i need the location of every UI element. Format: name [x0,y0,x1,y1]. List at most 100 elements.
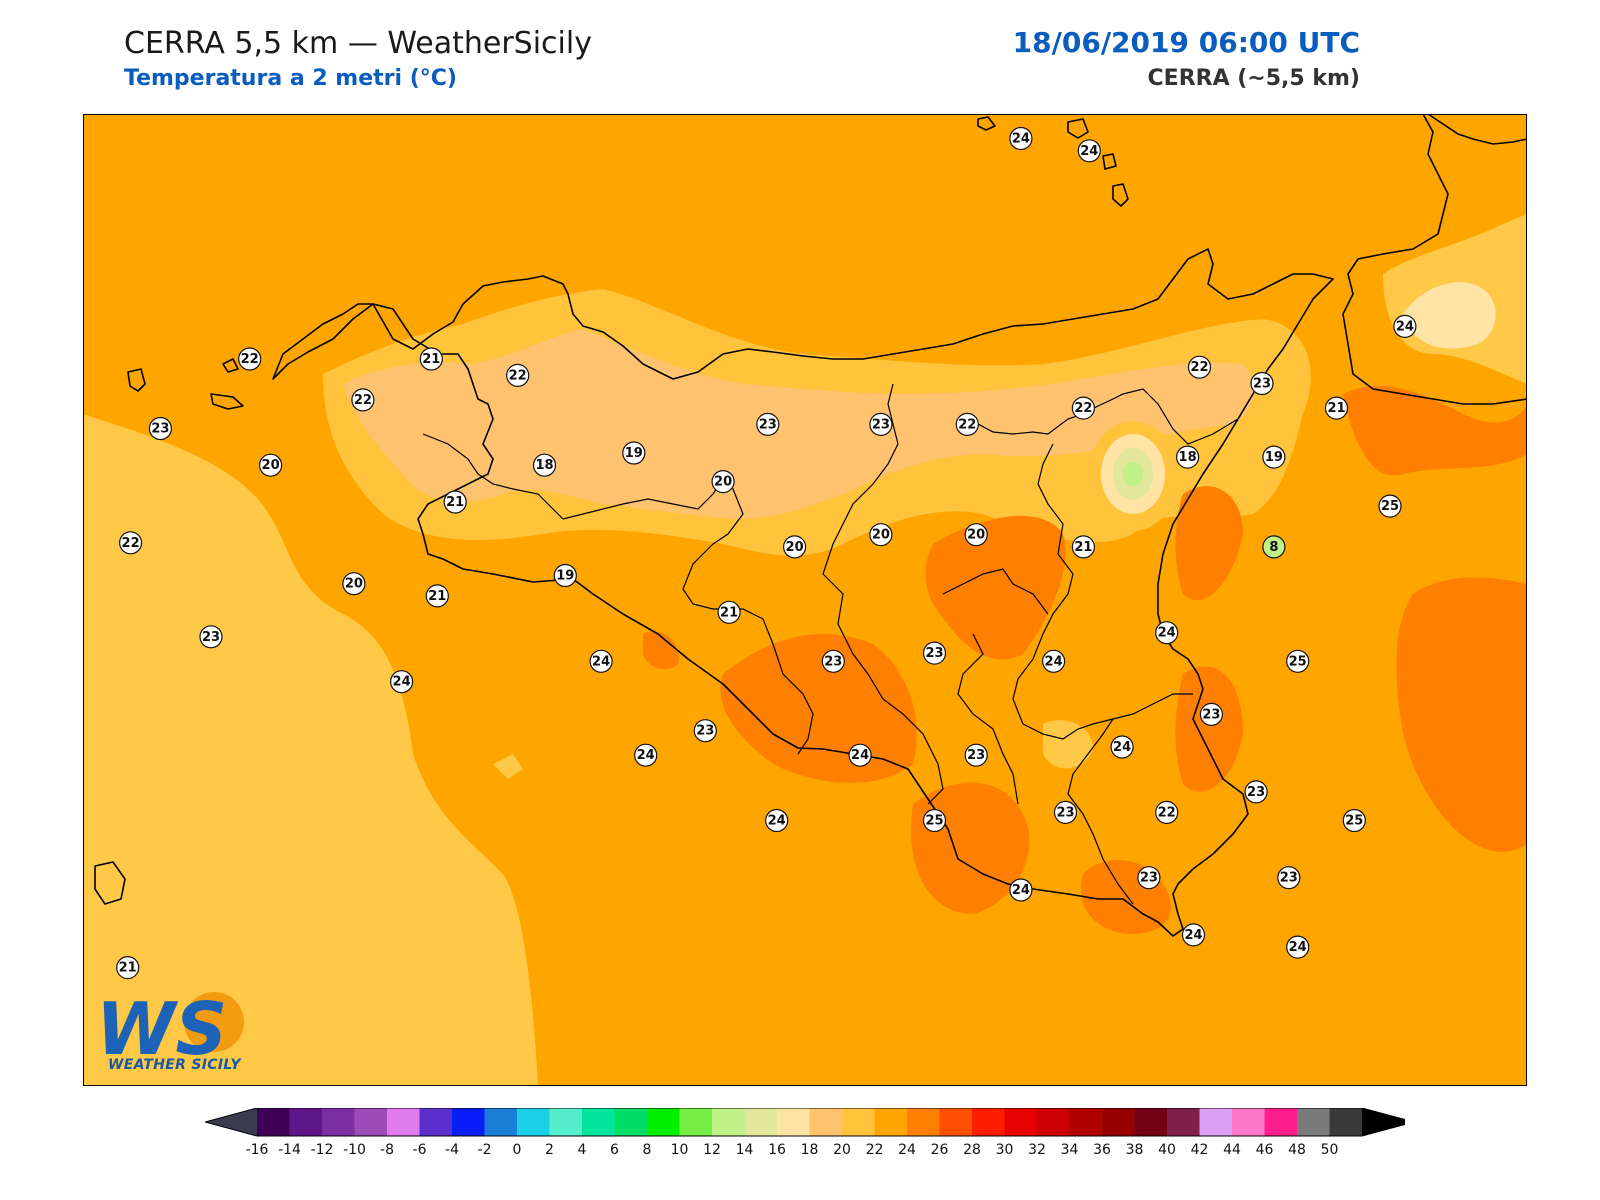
station-marker[interactable]: 25 [1286,649,1310,673]
station-marker[interactable]: 23 [1244,780,1268,804]
station-marker[interactable]: 22 [1071,396,1096,420]
field-24-26-gela [720,634,917,783]
station-marker[interactable]: 20 [711,470,735,494]
province-border-me-ct [962,388,1239,445]
station-value: 22 [509,368,527,383]
station-marker[interactable]: 19 [622,441,646,465]
station-marker-circle [922,808,947,833]
map-canvas: 24 24 22 21 22 22 23 20 22 23 21 18 19 20 23 23 22 22 22 23… [83,114,1527,1086]
station-marker[interactable]: 18 [1175,445,1200,469]
station-marker[interactable]: 21 [717,600,741,624]
station-value: 24 [1113,740,1131,755]
station-marker[interactable]: 24 [390,670,414,694]
station-marker[interactable]: 22 [955,412,979,436]
station-marker[interactable]: 24 [1155,621,1179,645]
station-marker-circle [342,572,366,596]
station-value: 24 [1080,144,1098,159]
province-border-ct-en [1012,443,1193,740]
station-value: 22 [354,393,372,408]
station-marker[interactable]: 22 [1187,355,1212,379]
station-value: 18 [1179,450,1197,465]
station-marker[interactable]: 8 [1262,535,1286,559]
station-marker[interactable]: 22 [238,347,262,371]
sicily-coastline [272,248,1334,937]
station-marker[interactable]: 24 [1110,735,1134,759]
field-24-26-siracusa [1175,666,1243,792]
colorbar-outline [205,1108,1405,1137]
colorbar-tick-label: -6 [413,1142,427,1158]
station-marker[interactable]: 24 [1009,126,1033,151]
station-marker[interactable]: 25 [922,808,947,833]
station-marker[interactable]: 23 [1053,800,1078,825]
colorbar-bin [809,1108,843,1136]
station-marker[interactable]: 23 [1137,866,1161,890]
station-marker-circle [1324,396,1349,420]
station-marker[interactable]: 24 [634,743,658,767]
colorbar-tick-label: 32 [1028,1142,1046,1158]
station-marker[interactable]: 24 [1181,923,1206,947]
station-value: 23 [925,646,943,661]
station-marker[interactable]: 23 [922,641,947,665]
station-marker[interactable]: 24 [1041,649,1066,673]
station-marker-circle [1155,621,1179,645]
colorbar-tick-label: 6 [610,1142,619,1158]
station-marker-circle [259,453,283,477]
colorbar-tick-label: 16 [768,1142,786,1158]
station-marker[interactable]: 25 [1378,494,1402,518]
station-marker[interactable]: 23 [964,743,988,767]
station-marker[interactable]: 22 [506,363,530,387]
station-marker[interactable]: 21 [425,584,449,608]
station-value: 21 [1327,401,1345,416]
station-marker[interactable]: 23 [1199,702,1224,727]
station-marker[interactable]: 23 [199,625,223,649]
station-marker[interactable]: 20 [342,572,366,596]
colorbar: -16 -14 -12 -10 -8 -6 -4 -2 0 2 4 6 8 10 12 14 16 18 20 22 2… [205,1108,1405,1158]
station-marker[interactable]: 21 [1324,396,1349,420]
station-marker[interactable]: 24 [765,808,789,833]
station-marker[interactable]: 23 [1277,866,1301,890]
field-24-26-enna [925,515,1066,660]
station-marker[interactable]: 24 [1077,139,1101,163]
station-value: 22 [122,536,140,551]
station-marker[interactable]: 22 [118,531,143,555]
station-marker[interactable]: 20 [259,453,283,477]
station-marker[interactable]: 22 [351,388,375,412]
egadi-island-marettimo [127,368,146,392]
station-value: 20 [786,540,804,555]
station-value: 24 [1045,654,1063,669]
station-marker[interactable]: 21 [116,955,140,980]
station-marker[interactable]: 19 [553,563,577,588]
station-markers: 24 24 22 21 22 22 23 20 22 23 21 18 19 20 23 23 22 22 22 23… [116,126,1417,980]
station-marker[interactable]: 24 [1009,878,1033,902]
station-marker[interactable]: 22 [1155,800,1179,825]
colorbar-bin [777,1108,811,1136]
colorbar-bin [907,1108,941,1136]
station-marker[interactable]: 21 [443,490,467,514]
station-marker[interactable]: 20 [964,523,988,547]
station-marker[interactable]: 19 [1262,445,1286,469]
station-marker[interactable]: 20 [869,523,893,547]
station-marker[interactable]: 18 [532,453,557,477]
colorbar-tick-label: 34 [1061,1142,1079,1158]
colorbar-bin [484,1108,518,1136]
station-marker[interactable]: 23 [821,649,845,673]
station-value: 24 [768,814,786,829]
colorbar-bin [1199,1108,1233,1136]
station-marker-circle [922,641,947,665]
station-marker[interactable]: 23 [1250,371,1274,396]
station-marker[interactable]: 23 [756,412,780,436]
station-marker[interactable]: 24 [589,649,613,673]
station-marker[interactable]: 23 [693,719,717,743]
station-marker[interactable]: 24 [1286,935,1310,959]
temperature-map[interactable]: 24 24 22 21 22 22 23 20 22 23 21 18 19 20 23 23 22 22 22 23… [83,114,1527,1086]
station-marker[interactable]: 23 [869,412,893,436]
station-marker[interactable]: 24 [1393,314,1417,338]
station-marker[interactable]: 21 [419,347,443,371]
station-marker-circle [955,412,979,436]
station-marker[interactable]: 21 [1071,535,1096,559]
station-marker[interactable]: 24 [848,743,872,767]
station-marker-circle [869,523,893,547]
station-marker[interactable]: 25 [1342,808,1366,833]
station-marker[interactable]: 20 [782,535,807,559]
station-marker[interactable]: 23 [148,416,173,441]
